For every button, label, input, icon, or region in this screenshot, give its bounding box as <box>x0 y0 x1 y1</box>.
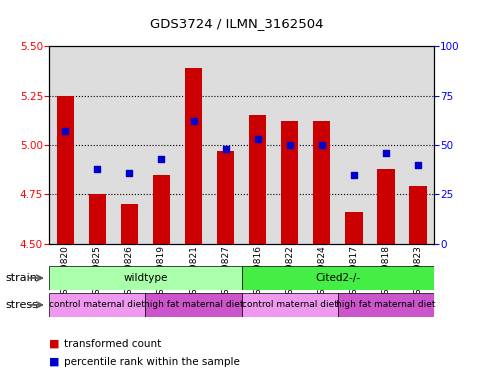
Bar <box>242 293 338 317</box>
Point <box>317 142 325 148</box>
Text: percentile rank within the sample: percentile rank within the sample <box>64 357 240 367</box>
Point <box>157 156 165 162</box>
Bar <box>242 266 434 290</box>
Text: stress: stress <box>5 300 38 310</box>
Bar <box>217 151 234 244</box>
Bar <box>49 266 242 290</box>
Point <box>414 162 422 168</box>
Bar <box>49 293 145 317</box>
Text: ■: ■ <box>49 357 60 367</box>
Point <box>253 136 261 142</box>
Text: control maternal diet: control maternal diet <box>242 300 338 310</box>
Point <box>350 172 357 178</box>
Text: wildtype: wildtype <box>123 273 168 283</box>
Bar <box>338 293 434 317</box>
Point <box>286 142 294 148</box>
Text: transformed count: transformed count <box>64 339 161 349</box>
Point <box>221 146 229 152</box>
Bar <box>249 115 266 244</box>
Bar <box>89 194 106 244</box>
Point <box>125 170 133 176</box>
Bar <box>409 187 426 244</box>
Point <box>94 166 102 172</box>
Text: control maternal diet: control maternal diet <box>49 300 145 310</box>
Bar <box>345 212 362 244</box>
Bar <box>313 121 330 244</box>
Text: strain: strain <box>5 273 37 283</box>
Bar <box>377 169 394 244</box>
Point <box>189 118 197 124</box>
Text: ■: ■ <box>49 339 60 349</box>
Text: high fat maternal diet: high fat maternal diet <box>144 300 243 310</box>
Text: GDS3724 / ILMN_3162504: GDS3724 / ILMN_3162504 <box>150 17 323 30</box>
Bar <box>121 204 138 244</box>
Point <box>61 128 69 134</box>
Bar <box>153 175 170 244</box>
Text: high fat maternal diet: high fat maternal diet <box>336 300 435 310</box>
Bar <box>145 293 242 317</box>
Point <box>382 150 389 156</box>
Text: Cited2-/-: Cited2-/- <box>315 273 360 283</box>
Bar <box>57 96 74 244</box>
Bar <box>185 68 202 244</box>
Bar <box>281 121 298 244</box>
